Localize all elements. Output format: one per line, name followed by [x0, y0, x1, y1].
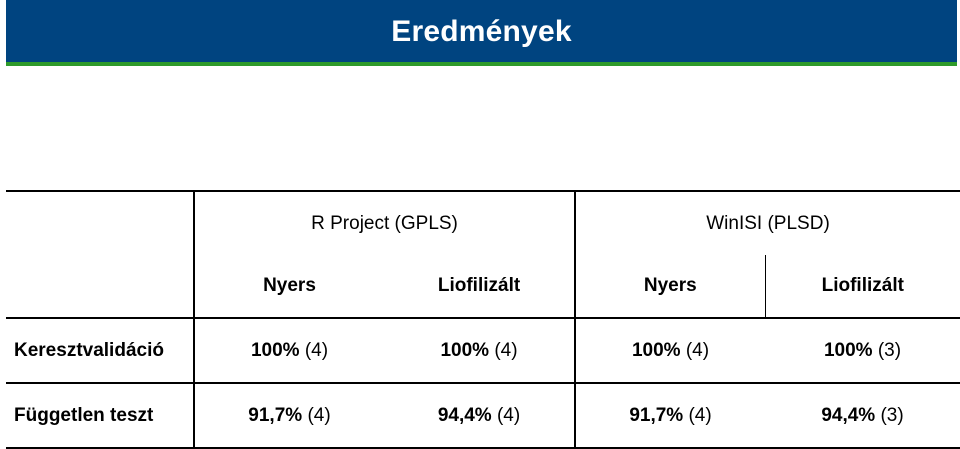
cell-percent: 94,4%: [437, 404, 492, 426]
subheader-cell: Nyers: [574, 255, 766, 318]
data-cell: 91,7% (4): [193, 383, 384, 448]
row-label: Független teszt: [14, 404, 154, 426]
cell-count: (4): [494, 339, 518, 361]
cell-count: (4): [688, 404, 712, 426]
data-cell: 100% (3): [765, 318, 960, 383]
title-bar: Eredmények: [6, 0, 957, 66]
data-cell: 100% (4): [574, 318, 766, 383]
results-table: R Project (GPLS) WinISI (PLSD) Nyers Lio…: [6, 190, 960, 449]
cell-count: (4): [304, 339, 329, 361]
empty-corner-cell: [6, 255, 194, 318]
cell-percent: 91,7%: [248, 404, 303, 426]
table-row: Független teszt 91,7% (4) 94,4% (4) 91,7…: [6, 383, 960, 448]
subheader-cell: Liofilizált: [764, 255, 960, 318]
cell-count: (4): [685, 339, 710, 361]
subheader-row: Nyers Liofilizált Nyers Liofilizált: [6, 255, 960, 318]
cell-percent: 91,7%: [629, 404, 684, 426]
row-label: Keresztvalidáció: [14, 339, 164, 361]
cell-count: (4): [496, 404, 521, 426]
data-cell: 100% (4): [384, 318, 575, 383]
table-row: Keresztvalidáció 100% (4) 100% (4) 100% …: [6, 318, 960, 383]
cell-percent: 100%: [250, 339, 300, 361]
cell-percent: 94,4%: [821, 404, 876, 426]
data-cell: 91,7% (4): [574, 383, 766, 448]
results-table-container: R Project (GPLS) WinISI (PLSD) Nyers Lio…: [6, 190, 960, 449]
group-header-row: R Project (GPLS) WinISI (PLSD): [6, 191, 960, 255]
cell-percent: 100%: [440, 339, 490, 361]
group-header-r-project: R Project (GPLS): [192, 191, 576, 255]
data-cell: 100% (4): [193, 318, 384, 383]
subheader-cell: Nyers: [193, 255, 384, 318]
page-title: Eredmények: [391, 15, 572, 48]
cell-count: (3): [877, 339, 902, 361]
cell-count: (4): [307, 404, 331, 426]
group-header-winisi: WinISI (PLSD): [574, 191, 960, 255]
cell-count: (3): [880, 404, 904, 426]
cell-percent: 100%: [631, 339, 681, 361]
data-cell: 94,4% (3): [765, 383, 960, 448]
data-cell: 94,4% (4): [384, 383, 575, 448]
cell-percent: 100%: [823, 339, 873, 361]
subheader-cell: Liofilizált: [437, 275, 521, 296]
empty-corner-cell: [6, 191, 194, 255]
